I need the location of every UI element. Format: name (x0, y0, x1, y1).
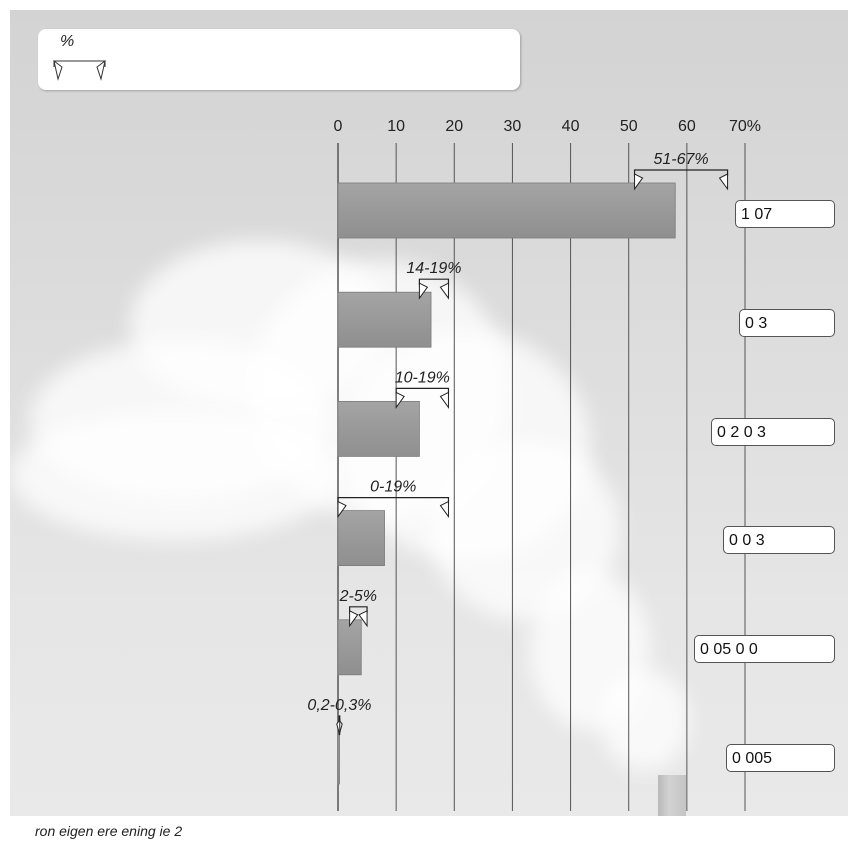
background-photo (10, 10, 848, 816)
x-tick-label: 60 (678, 118, 696, 135)
range-bracket (395, 387, 450, 395)
category-label: 0 005 (726, 744, 835, 772)
category-label: 1 07 (735, 200, 835, 228)
range-high-marker (439, 500, 449, 519)
range-label: 0-19% (370, 479, 416, 496)
range-bracket (337, 497, 450, 504)
legend-box: % (38, 29, 520, 90)
x-tick-label: 30 (504, 118, 522, 135)
category-label: 0 05 0 0 (694, 635, 835, 663)
range-low-marker (634, 173, 644, 191)
range-high-marker (439, 282, 449, 300)
range-low-marker (395, 391, 405, 409)
range-high-marker (336, 718, 341, 736)
range-bracket-icon (53, 59, 106, 81)
range-low-marker (418, 282, 429, 300)
range-high-marker (718, 173, 729, 191)
bar (337, 510, 385, 567)
x-tick-label: 40 (562, 118, 580, 135)
x-tick-label: 0 (334, 118, 343, 135)
x-tick-label: 20 (445, 118, 463, 135)
bar (337, 728, 340, 785)
range-label: 51-67% (653, 151, 708, 168)
range-label: 14-19% (406, 260, 461, 277)
source-note: ron eigen ere ening ie 2 (35, 823, 183, 839)
range-bracket (633, 169, 729, 176)
x-tick-label: 50 (620, 118, 638, 135)
range-low-marker (337, 500, 347, 519)
range-high-marker (358, 609, 368, 628)
range-high-marker (439, 391, 449, 409)
category-label: 0 2 0 3 (711, 418, 835, 446)
category-label: 0 0 3 (723, 526, 835, 554)
range-label: 10-19% (395, 369, 450, 386)
bar (337, 182, 676, 239)
x-tick-label: 70% (729, 118, 761, 135)
range-low-marker (349, 609, 359, 628)
legend-unit: % (60, 33, 75, 50)
range-label: 2-5% (339, 588, 377, 605)
x-tick-label: 10 (387, 118, 405, 135)
range-bracket (338, 715, 341, 722)
bar (337, 291, 432, 348)
bar (337, 400, 420, 457)
range-bracket (418, 278, 450, 286)
chimney (658, 775, 686, 816)
category-label: 0 3 (739, 309, 835, 337)
bar (337, 619, 362, 676)
range-bracket (349, 606, 368, 613)
range-label: 0,2-0,3% (307, 697, 371, 714)
